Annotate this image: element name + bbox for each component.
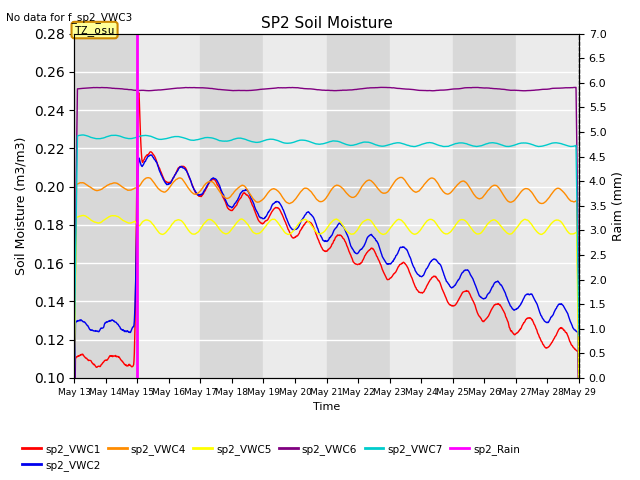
- Bar: [390, 34, 452, 378]
- Legend: sp2_VWC1, sp2_VWC2, sp2_VWC4, sp2_VWC5, sp2_VWC6, sp2_VWC7, sp2_Rain: sp2_VWC1, sp2_VWC2, sp2_VWC4, sp2_VWC5, …: [18, 439, 524, 475]
- Bar: [137, 34, 200, 378]
- Bar: [74, 34, 137, 378]
- Bar: [264, 34, 326, 378]
- Bar: [200, 34, 264, 378]
- Bar: [516, 34, 579, 378]
- Bar: [452, 34, 516, 378]
- Bar: [326, 34, 390, 378]
- X-axis label: Time: Time: [313, 402, 340, 412]
- Y-axis label: Raim (mm): Raim (mm): [612, 171, 625, 240]
- Y-axis label: Soil Moisture (m3/m3): Soil Moisture (m3/m3): [15, 137, 28, 275]
- Text: TZ_osu: TZ_osu: [74, 24, 115, 36]
- Title: SP2 Soil Moisture: SP2 Soil Moisture: [260, 16, 392, 31]
- Text: No data for f_sp2_VWC3: No data for f_sp2_VWC3: [6, 12, 132, 23]
